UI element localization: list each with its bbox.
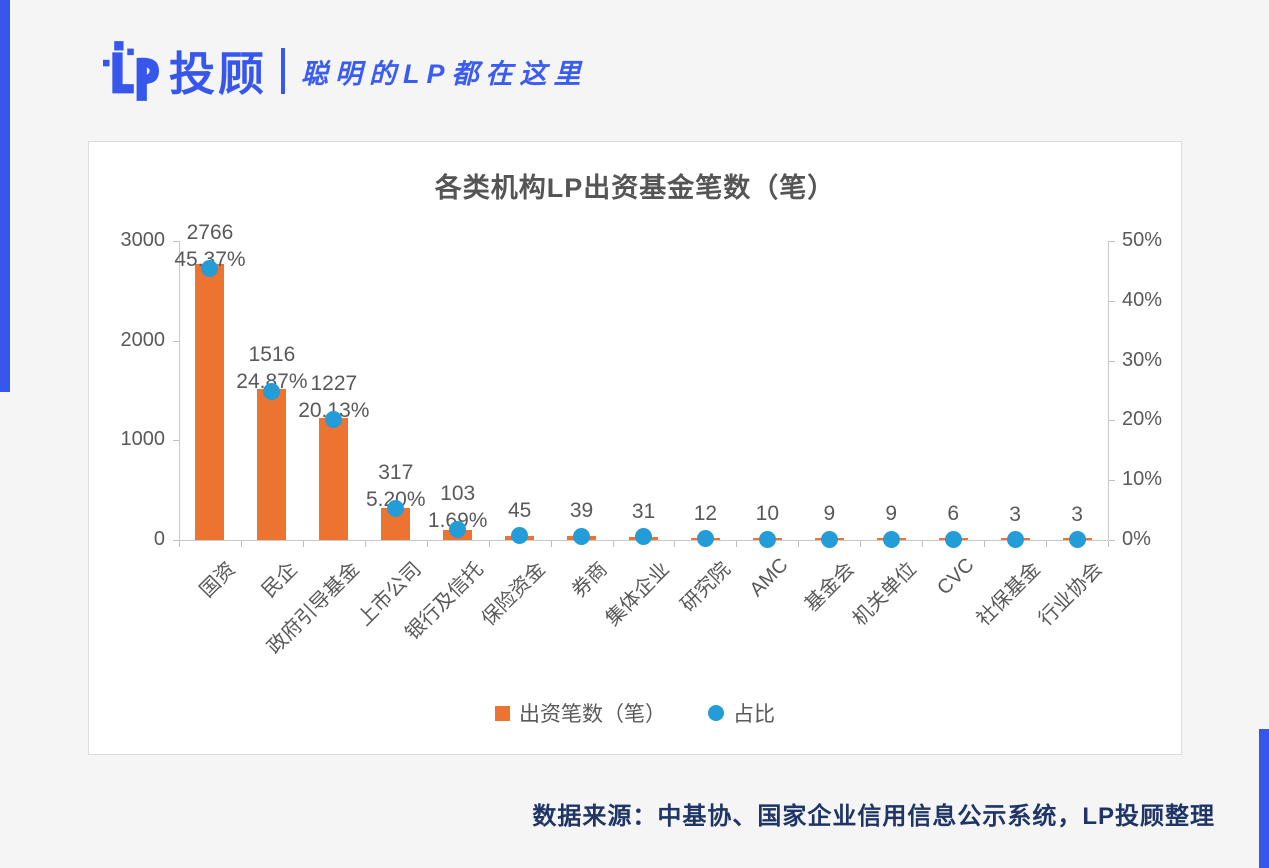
pct-dot: [944, 530, 962, 548]
brand-divider: [281, 48, 285, 94]
right-axis-tick-label: 50%: [1122, 229, 1163, 251]
right-axis-line: [1108, 241, 1109, 540]
pct-label: 45.37%: [174, 247, 246, 271]
category-axis-tick: [798, 541, 800, 547]
value-label: 6: [947, 502, 959, 526]
left-axis-tick-label: 1000: [120, 428, 166, 451]
right-axis-tick: [1109, 480, 1115, 482]
pct-dot: [1068, 531, 1086, 549]
value-label: 45: [507, 498, 532, 522]
value-label: 3: [1009, 502, 1021, 526]
legend-label-dots: 占比: [733, 703, 775, 726]
brand-tagline: 聪明的LP都在这里: [301, 58, 588, 89]
category-axis-tick: [364, 541, 366, 547]
chart-legend: 出资笔数（笔） 占比: [89, 698, 1181, 728]
left-accent-bar: [0, 0, 10, 392]
value-label: 2766: [186, 220, 234, 244]
category-axis-tick: [736, 541, 738, 547]
right-axis-tick-label: 20%: [1122, 408, 1163, 431]
value-label: 1516: [248, 343, 296, 367]
left-axis-tick: [173, 241, 179, 242]
right-axis-tick: [1109, 420, 1115, 422]
pct-dot: [882, 530, 900, 548]
legend-label-bars: 出资笔数（笔）: [519, 703, 666, 726]
category-axis-tick: [860, 541, 862, 547]
lp-logo-icon: [103, 41, 159, 101]
pct-dot: [201, 260, 219, 278]
right-axis-tick-label: 0%: [1122, 528, 1151, 550]
category-axis-tick: [302, 541, 304, 547]
category-axis-tick: [550, 541, 552, 547]
category-axis-tick: [426, 541, 428, 547]
legend-item-dots: 占比: [708, 698, 775, 728]
category-axis-tick: [1046, 541, 1048, 547]
bar: [195, 264, 225, 540]
value-label: 39: [569, 499, 594, 523]
data-source: 数据来源：中基协、国家企业信用信息公示系统，LP投顾整理: [532, 803, 1215, 830]
legend-item-bars: 出资笔数（笔）: [495, 698, 666, 728]
left-axis-tick-label: 2000: [120, 328, 166, 351]
pct-label: 20.13%: [298, 398, 370, 422]
value-label: 317: [378, 460, 414, 484]
pct-dot: [1006, 531, 1024, 549]
right-axis-tick: [1109, 300, 1115, 302]
pct-dot: [573, 527, 591, 545]
dot-series-swatch-icon: [708, 705, 724, 721]
left-axis-tick: [173, 440, 179, 442]
category-axis-tick: [922, 541, 924, 547]
left-axis-line: [179, 241, 180, 540]
right-axis-tick-label: 40%: [1122, 288, 1163, 311]
left-axis-tick-label: 0: [153, 528, 165, 550]
pct-dot: [263, 382, 281, 400]
plot-area: 0 1000 2000 3000 0% 10% 20% 30% 40% 50% 45.37% 2766…: [89, 142, 1181, 754]
value-label: 31: [631, 499, 656, 523]
category-axis-tick: [674, 541, 676, 547]
value-label: 10: [755, 502, 780, 526]
category-axis-tick: [612, 541, 614, 547]
value-label: 12: [693, 501, 718, 525]
bar: [319, 417, 349, 540]
category-axis-tick: [179, 541, 180, 547]
right-axis-tick-label: 10%: [1122, 468, 1163, 491]
right-axis-tick-label: 30%: [1122, 348, 1163, 371]
value-label: 9: [885, 502, 898, 526]
category-axis-tick: [488, 541, 490, 547]
pct-dot: [325, 411, 343, 429]
bar: [257, 388, 287, 540]
brand-header: 投顾 聪明的LP都在这里: [103, 38, 588, 104]
category-axis-tick: [984, 541, 986, 547]
right-axis-tick: [1109, 241, 1115, 242]
brand-name: 投顾: [169, 48, 267, 100]
pct-dot: [758, 530, 776, 548]
pct-dot: [696, 530, 714, 548]
left-axis-tick: [173, 540, 179, 541]
left-axis-tick-label: 3000: [120, 229, 166, 251]
pct-label: 1.69%: [427, 508, 488, 532]
right-axis-tick: [1109, 540, 1115, 541]
pct-dot: [635, 528, 652, 546]
bar-series-swatch-icon: [495, 705, 510, 721]
pct-dot: [387, 500, 405, 518]
chart-title: 各类机构LP出资基金笔数（笔）: [434, 173, 836, 203]
chart-card: 各类机构LP出资基金笔数（笔） 0 1000 2000 3000 0% 10% 20% 30%…: [88, 141, 1182, 755]
pct-dot: [449, 521, 467, 539]
value-label: 103: [440, 481, 476, 505]
value-label: 1227: [310, 371, 358, 395]
value-label: 9: [823, 502, 836, 526]
pct-dot: [820, 530, 838, 548]
category-axis-tick: [1108, 541, 1109, 547]
category-axis-tick: [240, 541, 242, 547]
right-accent-bar: [1259, 729, 1269, 868]
pct-label: 5.20%: [365, 487, 426, 511]
value-label: 3: [1071, 502, 1083, 526]
right-axis-tick: [1109, 360, 1115, 362]
left-axis-tick: [173, 340, 179, 342]
pct-dot: [511, 527, 529, 545]
pct-label: 24.87%: [236, 370, 308, 394]
